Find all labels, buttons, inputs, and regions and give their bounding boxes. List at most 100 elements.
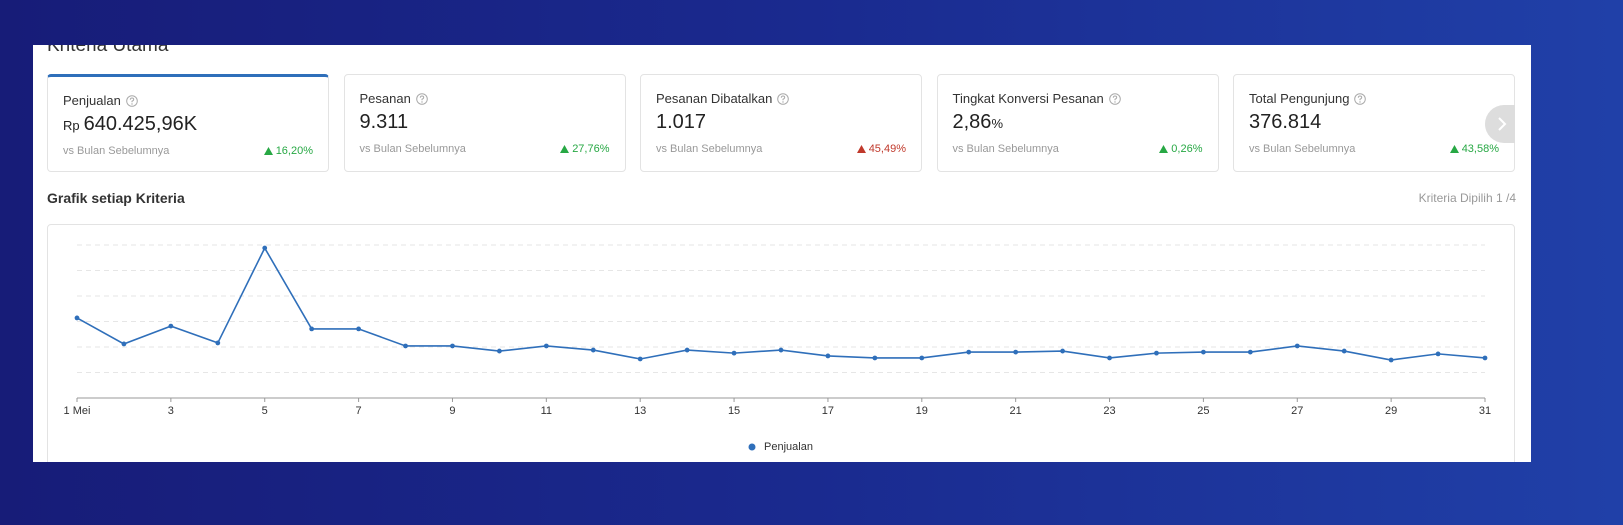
metric-value: 1.017 — [656, 111, 706, 134]
data-point — [731, 350, 737, 356]
data-point — [1201, 349, 1206, 355]
compare-label: vs Bulan Sebelumnya — [952, 143, 1059, 155]
change-value: 0,26% — [1171, 143, 1203, 155]
metric-value-text: 2,86 — [952, 111, 992, 133]
trend-icon — [1159, 145, 1169, 153]
data-point — [966, 349, 972, 355]
series-line — [76, 246, 1486, 361]
data-point — [684, 347, 690, 353]
data-point — [403, 343, 408, 349]
metric-card[interactable]: Tingkat Konversi Pesanan 2,86% vs Bulan Se… — [936, 74, 1219, 172]
change: 0,26% — [1159, 143, 1203, 155]
chart-section-title: Grafik setiap Kriteria — [47, 190, 185, 206]
x-tick-label: 1 Mei — [64, 405, 91, 417]
compare-label: vs Bulan Sebelumnya — [359, 143, 466, 155]
x-tick-label: 5 — [262, 405, 268, 417]
metric-card[interactable]: Pesanan 9.311 vs Bulan Sebelumnya 27,76% — [343, 74, 626, 172]
data-point — [1294, 343, 1300, 349]
help-icon[interactable] — [777, 92, 790, 105]
trend-icon — [856, 145, 866, 153]
metric-value: Rp 640.425,96K — [63, 113, 197, 136]
data-point — [1388, 357, 1394, 363]
data-point — [1435, 351, 1441, 357]
metric-value-text: 9.311 — [359, 111, 409, 133]
data-point — [168, 323, 174, 329]
metric-card[interactable]: Pesanan Dibatalkan 1.017 vs Bulan Sebelumn… — [640, 74, 922, 172]
legend-marker — [748, 443, 756, 451]
x-tick-label: 3 — [168, 405, 174, 417]
change-value: 43,58% — [1461, 143, 1499, 155]
metric-value-text: 640.425,96K — [83, 113, 198, 135]
trend-icon — [263, 147, 273, 155]
chevron — [1498, 117, 1507, 131]
metric-value: 376.814 — [1249, 111, 1321, 134]
trend-icon — [560, 145, 570, 153]
data-point — [497, 348, 502, 354]
x-tick-label: 21 — [1010, 405, 1022, 417]
x-tick-label: 7 — [356, 405, 362, 417]
compare-label: vs Bulan Sebelumnya — [63, 145, 170, 157]
metric-unit: % — [991, 116, 1003, 131]
data-point — [74, 315, 80, 321]
metric-label-text: Total Pengunjung — [1249, 91, 1350, 106]
data-point — [543, 343, 549, 349]
data-point — [1341, 348, 1347, 354]
data-point — [1482, 355, 1488, 361]
data-point — [121, 341, 127, 347]
metric-card[interactable]: Penjualan Rp 640.425,96K vs Bulan Sebelumny… — [47, 74, 329, 172]
x-tick-label: 17 — [822, 405, 834, 417]
next-button[interactable] — [1485, 105, 1515, 143]
data-point — [637, 356, 643, 362]
metric-label-text: Pesanan — [359, 91, 411, 106]
data-point — [356, 326, 361, 332]
selected-count: Kriteria Dipilih 1 /4 — [1418, 191, 1516, 205]
compare-label: vs Bulan Sebelumnya — [656, 143, 763, 155]
metric-card[interactable]: Total Pengunjung 376.814 vs Bulan Sebelumn… — [1233, 74, 1515, 172]
data-point — [450, 343, 455, 349]
data-point — [1247, 349, 1253, 355]
change-value: 27,76% — [572, 143, 610, 155]
metric-label-text: Tingkat Konversi Pesanan — [952, 91, 1104, 106]
change-value: 45,49% — [868, 143, 906, 155]
metric-value-text: 1.017 — [656, 111, 707, 133]
data-point — [262, 245, 268, 251]
metric-label: Penjualan — [63, 93, 138, 108]
legend-label: Penjualan — [764, 441, 813, 453]
data-point — [309, 326, 315, 332]
data-point — [1107, 355, 1112, 361]
metric-label: Tingkat Konversi Pesanan — [953, 91, 1121, 106]
metric-prefix: Rp — [63, 118, 80, 133]
x-tick-label: 13 — [634, 405, 646, 417]
compare-label: vs Bulan Sebelumnya — [1249, 143, 1356, 155]
metric-label: Total Pengunjung — [1249, 91, 1367, 106]
data-point — [1154, 350, 1159, 356]
x-tick-label: 23 — [1103, 405, 1115, 417]
change: 27,76% — [560, 143, 610, 155]
x-tick-label: 9 — [449, 405, 455, 417]
x-tick-label: 27 — [1291, 405, 1303, 417]
data-point — [215, 340, 221, 346]
help-icon[interactable] — [416, 92, 428, 105]
data-point — [778, 347, 784, 353]
data-point — [919, 355, 925, 361]
x-tick-label: 29 — [1385, 405, 1397, 417]
metric-value: 9.311 — [360, 111, 409, 134]
metric-value-text: 376.814 — [1249, 111, 1322, 133]
help-icon[interactable] — [1354, 92, 1367, 105]
metric-label: Pesanan — [360, 91, 428, 106]
change: 45,49% — [856, 143, 906, 155]
change: 16,20% — [263, 145, 313, 157]
x-tick-label: 11 — [541, 405, 552, 417]
x-tick-label: 31 — [1479, 405, 1491, 417]
help-icon[interactable] — [1108, 92, 1121, 105]
data-point — [825, 353, 831, 359]
section-title: Kriteria Utama — [47, 45, 169, 56]
help-icon[interactable] — [126, 94, 138, 107]
chart-box: 1 Mei 3 5 7 9 11 13 15 17 19 21 23 25 27 29 31 Penjualan — [47, 224, 1515, 462]
trend-icon — [1449, 145, 1459, 153]
panel: Kriteria Utama Penjualan Rp 640.425,96K vs … — [33, 45, 1531, 462]
metric-label-text: Pesanan Dibatalkan — [656, 91, 773, 106]
change-value: 16,20% — [275, 145, 313, 157]
x-tick-label: 19 — [916, 405, 928, 417]
